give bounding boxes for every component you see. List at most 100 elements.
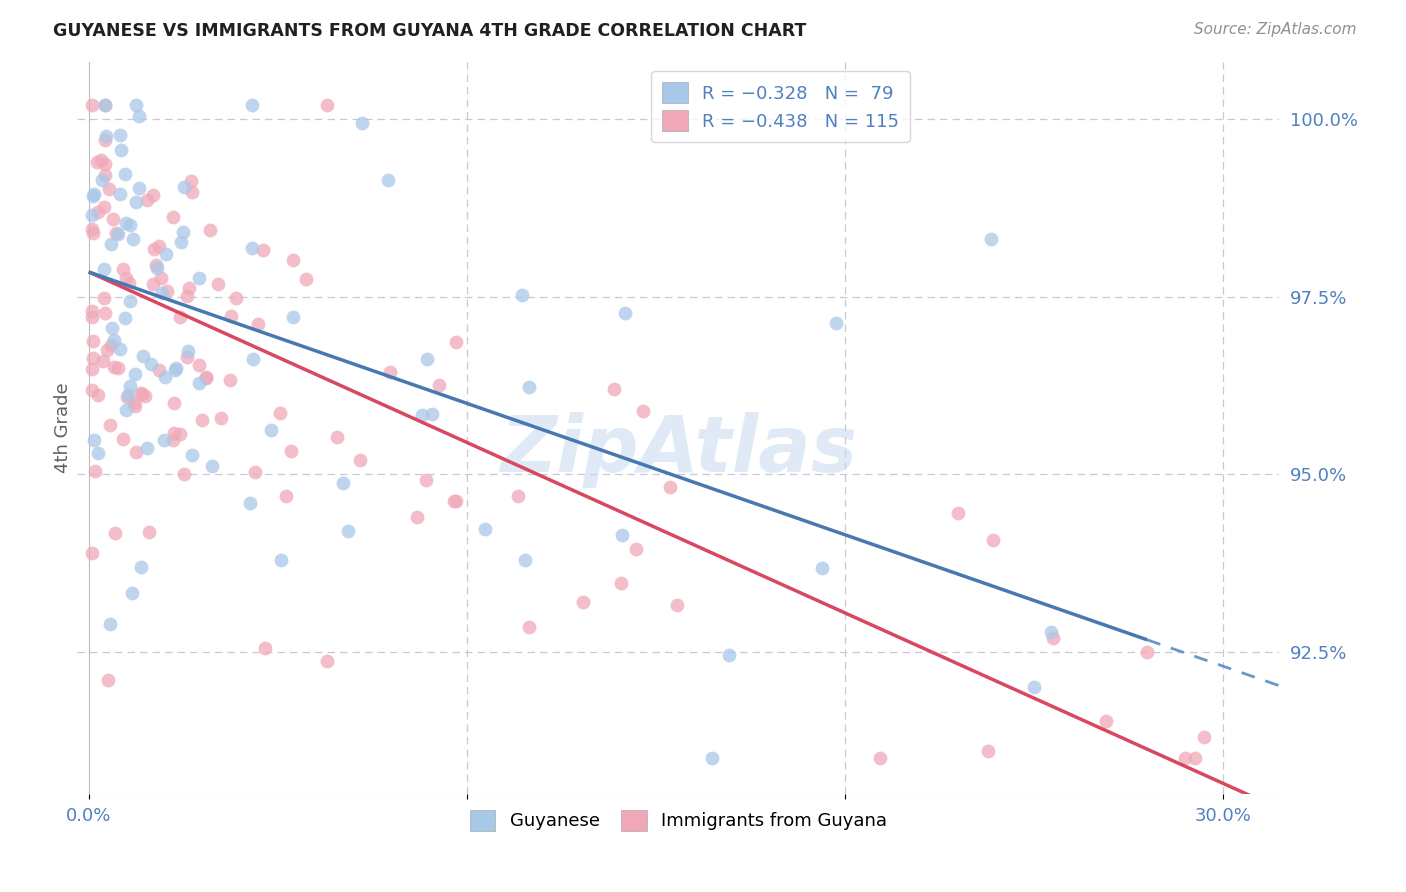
Point — [110, 128, 132, 143]
Point — [121, 586, 143, 600]
Point — [100, 338, 122, 352]
Point — [332, 475, 354, 490]
Point — [87, 446, 110, 460]
Point — [148, 363, 170, 377]
Point — [180, 449, 202, 463]
Point — [153, 369, 176, 384]
Point — [405, 509, 427, 524]
Point — [416, 351, 439, 366]
Point — [609, 575, 631, 590]
Point — [422, 408, 444, 422]
Point — [124, 367, 146, 381]
Point — [165, 363, 187, 377]
Point — [515, 552, 537, 566]
Point — [610, 528, 633, 542]
Point — [239, 495, 262, 509]
Point — [172, 226, 194, 240]
Point — [176, 350, 198, 364]
Point — [82, 334, 104, 348]
Point — [120, 379, 142, 393]
Point — [82, 189, 104, 203]
Point — [162, 210, 184, 224]
Point — [82, 222, 104, 236]
Point — [115, 403, 138, 417]
Point — [94, 98, 117, 112]
Point — [1174, 751, 1197, 765]
Point — [337, 524, 360, 538]
Point — [811, 561, 834, 575]
Point — [225, 292, 247, 306]
Point — [378, 365, 401, 379]
Point — [1022, 681, 1045, 695]
Point — [195, 369, 218, 384]
Point — [633, 404, 655, 418]
Point — [114, 271, 136, 285]
Point — [626, 542, 648, 557]
Point — [1095, 714, 1118, 729]
Point — [118, 218, 141, 232]
Point — [93, 168, 115, 182]
Point — [82, 383, 104, 397]
Point — [93, 200, 115, 214]
Point — [97, 673, 120, 688]
Legend: Guyanese, Immigrants from Guyana: Guyanese, Immigrants from Guyana — [461, 801, 896, 839]
Point — [252, 243, 274, 257]
Point — [138, 524, 160, 539]
Point — [135, 441, 157, 455]
Point — [659, 480, 682, 494]
Point — [108, 186, 131, 201]
Point — [143, 242, 166, 256]
Point — [246, 318, 269, 332]
Point — [173, 179, 195, 194]
Point — [240, 98, 263, 112]
Point — [91, 173, 114, 187]
Point — [180, 174, 202, 188]
Text: Source: ZipAtlas.com: Source: ZipAtlas.com — [1194, 22, 1357, 37]
Point — [87, 388, 110, 402]
Point — [474, 522, 496, 536]
Point — [1042, 631, 1064, 645]
Point — [155, 246, 177, 260]
Point — [173, 467, 195, 482]
Point — [349, 452, 371, 467]
Point — [443, 494, 465, 508]
Point — [86, 154, 108, 169]
Point — [82, 546, 104, 560]
Point — [150, 271, 173, 285]
Point — [162, 433, 184, 447]
Point — [411, 408, 433, 422]
Point — [150, 285, 173, 300]
Point — [103, 333, 125, 347]
Point — [125, 444, 148, 458]
Point — [325, 430, 347, 444]
Point — [188, 376, 211, 390]
Point — [444, 335, 467, 350]
Y-axis label: 4th Grade: 4th Grade — [53, 383, 72, 474]
Point — [114, 311, 136, 326]
Point — [98, 616, 121, 631]
Point — [163, 395, 186, 409]
Point — [132, 349, 155, 363]
Point — [108, 342, 131, 356]
Point — [665, 599, 688, 613]
Point — [83, 433, 105, 447]
Point — [101, 211, 124, 226]
Point — [122, 396, 145, 410]
Point — [83, 464, 105, 478]
Point — [118, 294, 141, 309]
Point — [315, 98, 337, 112]
Point — [510, 288, 533, 302]
Point — [188, 271, 211, 285]
Point — [125, 194, 148, 209]
Point — [517, 619, 540, 633]
Point — [114, 167, 136, 181]
Point — [207, 277, 229, 292]
Point — [96, 343, 118, 357]
Point — [198, 223, 221, 237]
Point — [444, 494, 467, 508]
Point — [1136, 645, 1159, 659]
Point — [269, 406, 291, 420]
Point — [82, 304, 104, 318]
Point — [352, 116, 374, 130]
Point — [145, 258, 167, 272]
